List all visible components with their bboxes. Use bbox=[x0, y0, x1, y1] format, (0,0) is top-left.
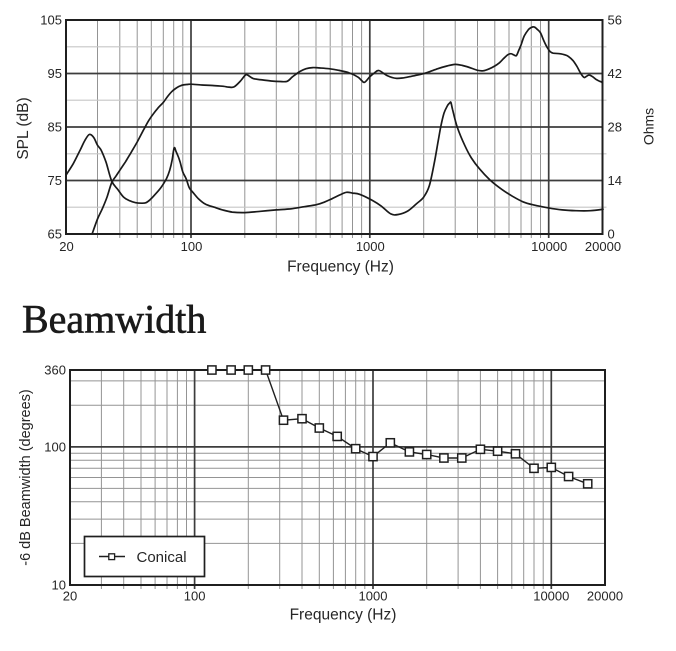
svg-text:Frequency (Hz): Frequency (Hz) bbox=[287, 259, 394, 276]
svg-text:20000: 20000 bbox=[585, 239, 621, 254]
svg-text:20: 20 bbox=[59, 239, 73, 254]
svg-text:360: 360 bbox=[44, 363, 66, 378]
svg-text:100: 100 bbox=[44, 440, 66, 455]
svg-text:20: 20 bbox=[63, 589, 77, 604]
svg-text:SPL (dB): SPL (dB) bbox=[15, 97, 32, 159]
svg-text:-6 dB Beamwidth (degrees): -6 dB Beamwidth (degrees) bbox=[18, 389, 34, 566]
svg-text:65: 65 bbox=[48, 227, 62, 242]
svg-text:Frequency (Hz): Frequency (Hz) bbox=[290, 607, 397, 624]
svg-text:0: 0 bbox=[608, 227, 615, 242]
svg-text:105: 105 bbox=[40, 13, 62, 28]
svg-text:10: 10 bbox=[52, 578, 66, 593]
svg-text:10000: 10000 bbox=[531, 239, 567, 254]
svg-text:28: 28 bbox=[608, 120, 622, 135]
svg-text:85: 85 bbox=[48, 120, 62, 135]
svg-text:1000: 1000 bbox=[359, 589, 388, 604]
svg-text:10000: 10000 bbox=[533, 589, 569, 604]
svg-text:14: 14 bbox=[608, 173, 622, 188]
svg-text:Conical: Conical bbox=[137, 549, 187, 566]
svg-text:42: 42 bbox=[608, 66, 622, 81]
svg-text:95: 95 bbox=[48, 66, 62, 81]
svg-text:75: 75 bbox=[48, 173, 62, 188]
svg-text:100: 100 bbox=[181, 239, 203, 254]
svg-text:Beamwidth: Beamwidth bbox=[22, 297, 206, 342]
svg-text:56: 56 bbox=[608, 13, 622, 28]
svg-text:1000: 1000 bbox=[356, 239, 385, 254]
svg-text:100: 100 bbox=[184, 589, 206, 604]
svg-text:20000: 20000 bbox=[587, 589, 623, 604]
svg-text:Ohms: Ohms bbox=[641, 108, 657, 145]
